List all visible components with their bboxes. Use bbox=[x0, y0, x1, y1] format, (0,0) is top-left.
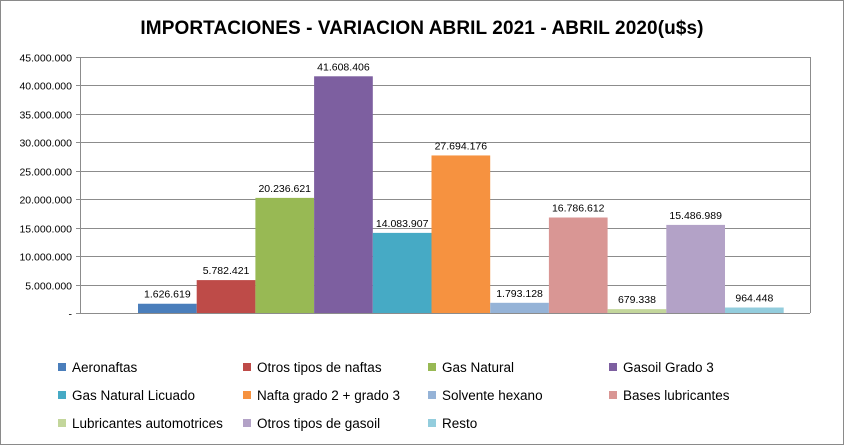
legend-swatch bbox=[58, 419, 66, 427]
legend-item: Gasoil Grado 3 bbox=[609, 358, 714, 376]
y-tick-label: 25.000.000 bbox=[19, 167, 72, 179]
legend-swatch bbox=[609, 391, 617, 399]
legend-label: Lubricantes automotrices bbox=[72, 415, 223, 431]
data-label: 5.782.421 bbox=[203, 265, 250, 277]
legend-swatch bbox=[243, 419, 251, 427]
legend-item: Solvente hexano bbox=[428, 386, 543, 404]
legend-swatch bbox=[428, 363, 436, 371]
bar bbox=[490, 302, 549, 313]
legend-label: Solvente hexano bbox=[442, 387, 543, 403]
y-tick-label: 35.000.000 bbox=[19, 110, 72, 122]
data-label: 679.338 bbox=[618, 294, 656, 306]
data-label: 1.793.128 bbox=[496, 288, 543, 300]
bar bbox=[372, 232, 432, 313]
legend-swatch bbox=[243, 391, 251, 399]
bar bbox=[431, 155, 491, 313]
bar bbox=[548, 217, 608, 313]
legend-item: Otros tipos de gasoil bbox=[243, 414, 380, 432]
data-label: 16.786.612 bbox=[552, 203, 605, 215]
data-label: 964.448 bbox=[735, 293, 773, 305]
legend-label: Otros tipos de gasoil bbox=[257, 415, 381, 431]
legend-label: Aeronaftas bbox=[72, 359, 138, 375]
bar bbox=[255, 197, 315, 313]
data-label: 27.694.176 bbox=[435, 140, 488, 152]
data-label: 14.083.907 bbox=[376, 218, 429, 230]
legend-label: Otros tipos de naftas bbox=[257, 359, 382, 375]
y-tick-label: 45.000.000 bbox=[19, 53, 72, 65]
bar bbox=[196, 280, 256, 313]
legend-item: Nafta grado 2 + grado 3 bbox=[243, 386, 400, 404]
legend-swatch bbox=[609, 363, 617, 371]
data-label: 1.626.619 bbox=[144, 289, 191, 301]
y-tick-label: 20.000.000 bbox=[19, 195, 72, 207]
data-label: 15.486.989 bbox=[669, 210, 722, 222]
bar bbox=[666, 224, 725, 313]
y-tick-label: 15.000.000 bbox=[19, 224, 72, 236]
legend-swatch bbox=[428, 419, 436, 427]
bar bbox=[138, 303, 197, 313]
y-tick-label: 10.000.000 bbox=[19, 252, 72, 264]
bar bbox=[725, 307, 784, 313]
legend-label: Gas Natural bbox=[442, 359, 515, 375]
legend-item: Resto bbox=[428, 414, 477, 432]
legend-swatch bbox=[58, 391, 66, 399]
legend-item: Otros tipos de naftas bbox=[243, 358, 382, 376]
y-tick-label: - bbox=[69, 309, 73, 321]
legend-item: Lubricantes automotrices bbox=[58, 414, 223, 432]
legend-label: Nafta grado 2 + grado 3 bbox=[257, 387, 400, 403]
y-tick-label: 5.000.000 bbox=[25, 281, 72, 293]
legend-label: Gasoil Grado 3 bbox=[623, 359, 714, 375]
legend-label: Bases lubricantes bbox=[623, 387, 730, 403]
legend-item: Bases lubricantes bbox=[609, 386, 730, 404]
legend-item: Gas Natural Licuado bbox=[58, 386, 195, 404]
legend-swatch bbox=[58, 363, 66, 371]
legend-swatch bbox=[243, 363, 251, 371]
legend-label: Resto bbox=[442, 415, 478, 431]
legend-swatch bbox=[428, 391, 436, 399]
y-tick-label: 40.000.000 bbox=[19, 81, 72, 93]
data-label: 41.608.406 bbox=[317, 61, 370, 73]
legend-item: Aeronaftas bbox=[58, 358, 137, 376]
bar bbox=[314, 76, 373, 313]
data-label: 20.236.621 bbox=[258, 183, 311, 195]
bar bbox=[607, 309, 667, 313]
legend-label: Gas Natural Licuado bbox=[72, 387, 196, 403]
y-tick-label: 30.000.000 bbox=[19, 138, 72, 150]
legend-item: Gas Natural bbox=[428, 358, 514, 376]
chart-title: IMPORTACIONES - VARIACION ABRIL 2021 - A… bbox=[140, 18, 704, 39]
